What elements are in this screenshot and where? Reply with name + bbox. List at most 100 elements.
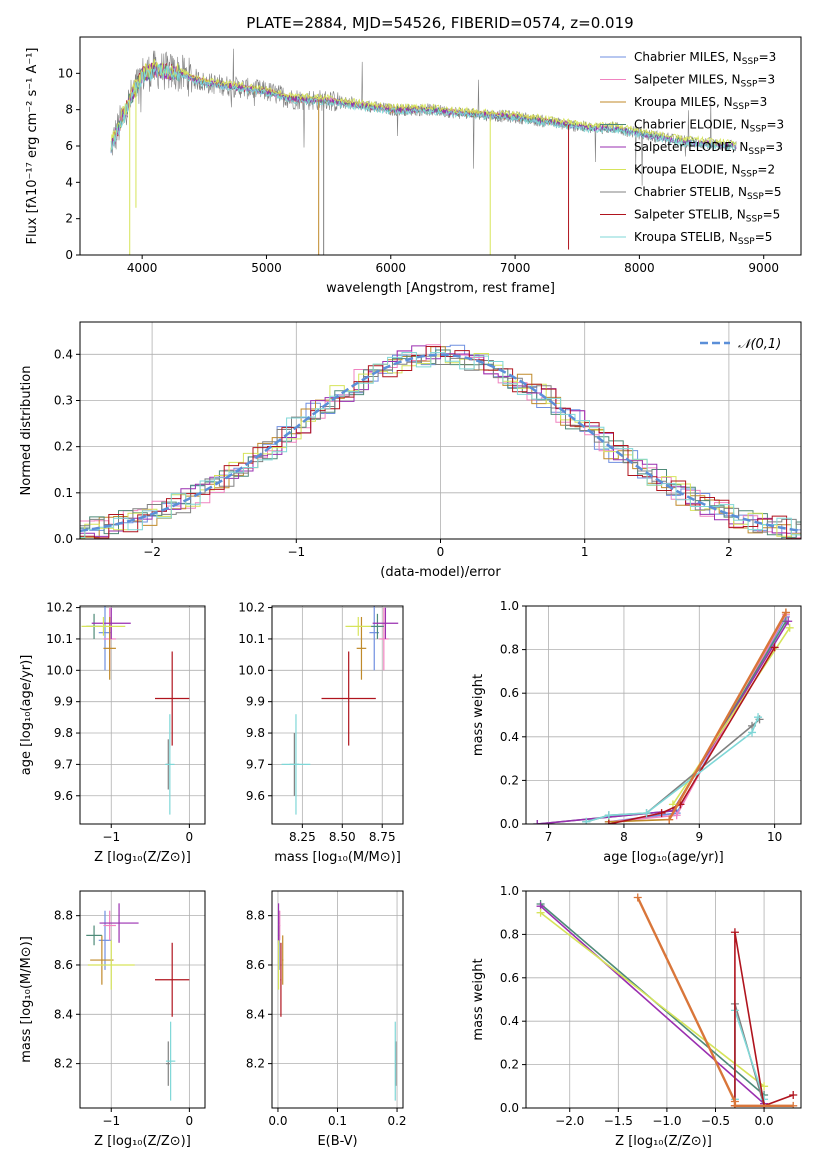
axes-frame bbox=[271, 605, 404, 825]
y-tick-label: 8.4 bbox=[54, 1007, 73, 1021]
axes-age_vs_mass bbox=[272, 606, 403, 824]
y-tick-label: 9.8 bbox=[54, 726, 73, 740]
y-tick-label: 0.8 bbox=[500, 643, 519, 657]
weight-marker bbox=[665, 815, 674, 824]
axes-frame bbox=[79, 890, 206, 1109]
weight-line bbox=[540, 912, 765, 1087]
x-tick-label: 8 bbox=[620, 830, 628, 844]
weight-line bbox=[668, 611, 787, 821]
y-tick-label: 0.4 bbox=[500, 1014, 519, 1028]
y-tick-label: 0.2 bbox=[500, 1058, 519, 1072]
legend-label: Chabrier ELODIE, NSSP=3 bbox=[634, 118, 784, 135]
axes-frame-mass_vs_EBV: 0.0 0.1 0.2 8.2 8.4 8.6 8.8 E(B-V) bbox=[246, 890, 407, 1149]
x-tick-label: 4000 bbox=[127, 261, 158, 275]
x-tick-label: 0 bbox=[437, 545, 445, 559]
plot-area bbox=[281, 606, 399, 815]
weight-line bbox=[537, 620, 787, 824]
x-axis-label: mass [log₁₀(M/M⊙)] bbox=[274, 850, 401, 865]
y-tick-label: 9.6 bbox=[246, 789, 265, 803]
x-tick-label: 8.25 bbox=[289, 830, 316, 844]
y-axis-label: mass weight bbox=[471, 958, 486, 1040]
y-tick-label: 0.4 bbox=[54, 347, 73, 361]
y-tick-label: 0.4 bbox=[500, 730, 519, 744]
x-axis-label: Z [log₁₀(Z/Z⊙)] bbox=[615, 1134, 712, 1149]
plot-area bbox=[110, 48, 737, 255]
y-tick-label: 1.0 bbox=[500, 884, 519, 898]
legend-label: Kroupa STELIB, NSSP=5 bbox=[634, 230, 772, 247]
weight-line bbox=[540, 905, 765, 1105]
weight-marker bbox=[754, 713, 763, 722]
y-tick-label: 8.6 bbox=[246, 958, 265, 972]
axes-age_vs_Z bbox=[80, 606, 205, 824]
axes-frame bbox=[525, 890, 802, 1109]
weight-line bbox=[672, 627, 791, 805]
x-tick-label: 8000 bbox=[624, 261, 655, 275]
plot-area bbox=[80, 344, 801, 539]
weight-marker bbox=[789, 1101, 798, 1108]
x-tick-label: −2 bbox=[143, 545, 161, 559]
x-axis-label: Z [log₁₀(Z/Z⊙)] bbox=[94, 1134, 191, 1149]
y-tick-label: 10.2 bbox=[238, 601, 265, 615]
plot-area bbox=[81, 606, 190, 815]
x-axis-label: E(B-V) bbox=[317, 1134, 357, 1149]
y-tick-label: 0.1 bbox=[54, 486, 73, 500]
y-axis-label: mass weight bbox=[471, 674, 486, 756]
y-tick-label: 8.8 bbox=[54, 909, 73, 923]
x-tick-label: −1 bbox=[102, 830, 120, 844]
y-tick-label: 2 bbox=[65, 212, 73, 226]
axes-frame-residuals: −2 −1 0 1 2 0.0 0.1 0.2 0.3 0.4 (data-model)/error… bbox=[19, 321, 802, 580]
y-tick-label: 10.1 bbox=[46, 632, 73, 646]
y-tick-label: 9.9 bbox=[54, 695, 73, 709]
weight-marker bbox=[770, 643, 779, 652]
y-tick-label: 0.0 bbox=[54, 532, 73, 546]
y-axis-label: Normed distribution bbox=[19, 366, 34, 496]
weight-marker bbox=[781, 608, 790, 617]
weight-marker bbox=[604, 820, 613, 824]
x-tick-label: 8.75 bbox=[369, 830, 396, 844]
weight-line bbox=[537, 620, 789, 824]
axes-spectrum bbox=[110, 48, 737, 255]
axes-frame-massweight_vs_age: 7 8 9 10 0.0 0.2 0.4 0.6 0.8 1.0 age [log₁₀(age/yr… bbox=[471, 599, 802, 865]
legend-label: Salpeter MILES, NSSP=3 bbox=[634, 73, 775, 90]
plot-area bbox=[536, 893, 798, 1108]
x-tick-label: −0.5 bbox=[701, 1114, 730, 1128]
histogram-step bbox=[80, 355, 801, 533]
y-tick-label: 8.2 bbox=[54, 1057, 73, 1071]
axes-massweight_vs_Z bbox=[526, 890, 801, 1109]
x-tick-label: −1 bbox=[102, 1114, 120, 1128]
normal-curve bbox=[80, 353, 801, 533]
y-tick-label: 10 bbox=[58, 66, 73, 80]
axes-mass_vs_Z bbox=[80, 891, 205, 1108]
x-tick-label: 0.2 bbox=[387, 1114, 406, 1128]
y-tick-label: 0.3 bbox=[54, 393, 73, 407]
y-axis-label: mass [log₁₀(M/M⊙)] bbox=[19, 936, 34, 1063]
x-tick-label: −2.0 bbox=[555, 1114, 584, 1128]
y-tick-label: 4 bbox=[65, 175, 73, 189]
x-tick-label: 9000 bbox=[748, 261, 779, 275]
x-tick-label: 5000 bbox=[251, 261, 282, 275]
axes-frame-mass_vs_Z: −1 0 8.2 8.4 8.6 8.8 Z [log₁₀(Z/Z⊙)] mass [log₁… bbox=[19, 890, 206, 1149]
x-tick-label: −1.0 bbox=[652, 1114, 681, 1128]
legend-label: Salpeter STELIB, NSSP=5 bbox=[634, 208, 780, 225]
y-tick-label: 6 bbox=[65, 139, 73, 153]
x-axis-label: age [log₁₀(age/yr)] bbox=[603, 850, 724, 865]
plot-area bbox=[533, 608, 794, 824]
weight-marker bbox=[604, 811, 613, 820]
y-tick-label: 9.9 bbox=[246, 695, 265, 709]
histogram-step bbox=[80, 346, 801, 539]
histogram-step bbox=[80, 353, 801, 539]
y-tick-label: 8.4 bbox=[246, 1007, 265, 1021]
x-tick-label: 0.0 bbox=[268, 1114, 287, 1128]
figure-title: PLATE=2884, MJD=54526, FIBERID=0574, z=0… bbox=[246, 14, 633, 32]
y-tick-label: 10.0 bbox=[238, 663, 265, 677]
x-tick-label: 0 bbox=[186, 830, 194, 844]
x-tick-label: 0.1 bbox=[328, 1114, 347, 1128]
y-tick-label: 10.1 bbox=[238, 632, 265, 646]
weight-marker bbox=[730, 1101, 739, 1108]
y-tick-label: 9.8 bbox=[246, 726, 265, 740]
x-tick-label: 1 bbox=[581, 545, 589, 559]
weight-marker bbox=[642, 809, 651, 818]
x-axis-label: Z [log₁₀(Z/Z⊙)] bbox=[94, 850, 191, 865]
axes-frame-spectrum: 4000 5000 6000 7000 8000 9000 0 2 4 6 8 10 wavelengt… bbox=[25, 36, 802, 296]
